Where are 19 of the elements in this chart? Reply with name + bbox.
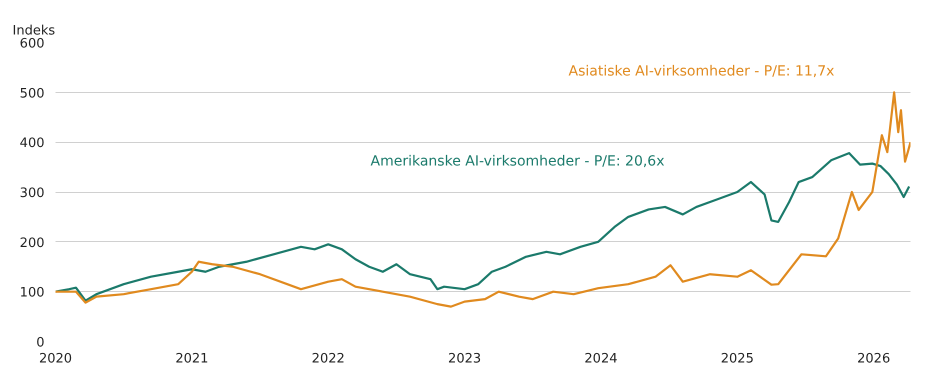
x-tick-label: 2026 [857, 352, 890, 366]
y-tick-label: 600 [20, 36, 45, 52]
x-tick-label: 2020 [38, 352, 72, 366]
text: Amerikanske AI-virksomheder - P/E: 20,6x [370, 154, 664, 170]
y-tick-label: 200 [20, 236, 45, 251]
x-tick-label: 2025 [720, 352, 754, 366]
x-tick-label: 2021 [175, 352, 208, 366]
text: Asiatiske AI-virksomheder - P/E: 11,7x [568, 64, 834, 80]
line-series [56, 152, 910, 302]
line-series [56, 91, 910, 308]
x-tick-label: 2024 [584, 352, 618, 366]
y-tick-label: 100 [20, 286, 45, 301]
y-tick-label: 0 [36, 336, 45, 350]
y-tick-label: 300 [20, 186, 45, 201]
y-tick-label: 500 [20, 86, 45, 102]
x-tick-label: 2022 [312, 352, 345, 366]
y-axis-title: Indeks [12, 24, 56, 38]
y-tick-label: 400 [20, 136, 45, 152]
x-tick-label: 2023 [448, 352, 482, 366]
